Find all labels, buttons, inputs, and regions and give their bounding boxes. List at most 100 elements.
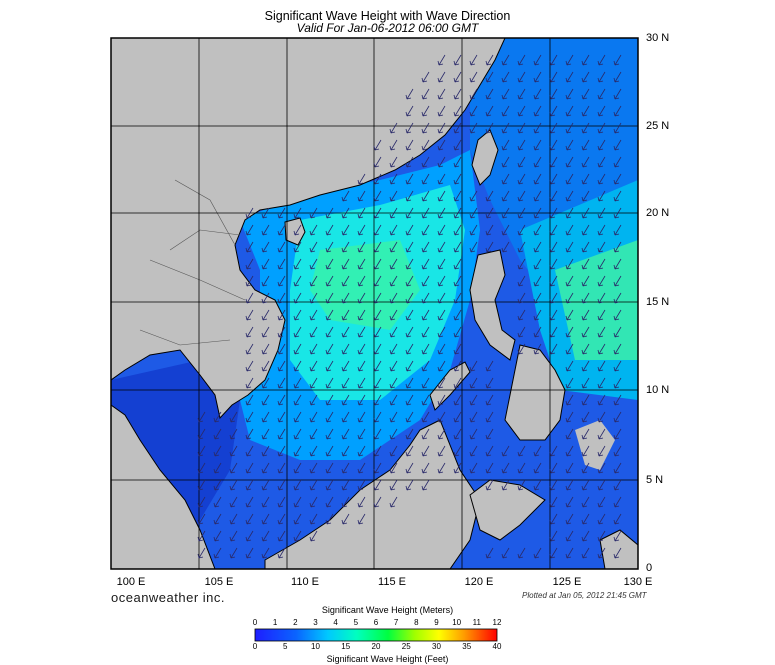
direction-arrow [565,207,574,219]
luzon [469,249,516,361]
direction-arrow [613,122,622,134]
direction-arrow [405,360,414,372]
direction-arrow [501,190,510,202]
meter-tick: 12 [492,618,502,627]
direction-arrow [453,462,462,474]
direction-arrow [405,326,414,338]
direction-arrow [293,462,302,474]
direction-arrow [389,360,398,372]
direction-arrow [453,88,462,100]
direction-arrow [421,71,430,83]
meter-tick: 9 [434,618,439,627]
direction-arrow [261,258,270,270]
direction-arrow [437,173,446,185]
direction-arrow [517,139,526,151]
direction-arrow [277,428,286,440]
direction-arrow [341,292,350,304]
direction-arrow [325,445,334,457]
direction-arrow [485,547,494,559]
direction-arrow [597,139,606,151]
direction-arrow [341,479,350,491]
direction-arrow [581,292,590,304]
direction-arrow [469,54,478,66]
wave-direction-arrows [197,54,622,559]
direction-arrow [421,173,430,185]
direction-arrow [261,275,270,287]
direction-arrow [469,190,478,202]
direction-arrow [597,513,606,525]
lon-label-120e: 120 E [464,576,494,588]
direction-arrow [245,275,254,287]
direction-arrow [245,394,254,406]
direction-arrow [405,88,414,100]
direction-arrow [293,411,302,423]
direction-arrow [613,309,622,321]
direction-arrow [421,462,430,474]
direction-arrow [357,513,366,525]
meter-tick: 5 [353,618,359,627]
direction-arrow [421,326,430,338]
direction-arrow [437,445,446,457]
direction-arrow [309,530,318,542]
direction-arrow [325,479,334,491]
direction-arrow [453,360,462,372]
direction-arrow [405,377,414,389]
direction-arrow [581,377,590,389]
direction-arrow [261,462,270,474]
taiwan [471,129,499,186]
direction-arrow [613,445,622,457]
direction-arrow [245,292,254,304]
direction-arrow [501,105,510,117]
direction-arrow [197,445,206,457]
direction-arrow [581,394,590,406]
direction-arrow [549,190,558,202]
feet-tick: 35 [462,642,472,651]
direction-arrow [437,343,446,355]
direction-arrow [437,156,446,168]
direction-arrow [565,258,574,270]
direction-arrow [517,445,526,457]
direction-arrow [373,343,382,355]
direction-arrow [613,343,622,355]
meter-tick: 3 [313,618,318,627]
direction-arrow [613,71,622,83]
direction-arrow [565,496,574,508]
direction-arrow [245,547,254,559]
direction-arrow [437,71,446,83]
direction-arrow [485,411,494,423]
feet-tick: 30 [432,642,441,651]
malay-peninsula [111,404,216,569]
direction-arrow [437,309,446,321]
direction-arrow [565,462,574,474]
direction-arrow [533,173,542,185]
direction-arrow [229,479,238,491]
direction-arrow [261,224,270,236]
direction-arrow [405,122,414,134]
direction-arrow [613,479,622,491]
direction-arrow [373,173,382,185]
direction-arrow [277,411,286,423]
direction-arrow [277,275,286,287]
direction-arrow [597,343,606,355]
direction-arrow [277,326,286,338]
direction-arrow [421,156,430,168]
direction-arrow [325,224,334,236]
direction-arrow [261,445,270,457]
direction-arrow [581,479,590,491]
direction-arrow [453,190,462,202]
direction-arrow [469,411,478,423]
lon-label-115e: 115 E [378,576,406,588]
direction-arrow [613,547,622,559]
direction-arrow [565,54,574,66]
direction-arrow [229,462,238,474]
direction-arrow [229,530,238,542]
direction-arrow [565,156,574,168]
direction-arrow [357,190,366,202]
direction-arrow [613,360,622,372]
direction-arrow [469,71,478,83]
direction-arrow [533,309,542,321]
direction-arrow [565,292,574,304]
direction-arrow [549,445,558,457]
direction-arrow [293,513,302,525]
direction-arrow [309,360,318,372]
